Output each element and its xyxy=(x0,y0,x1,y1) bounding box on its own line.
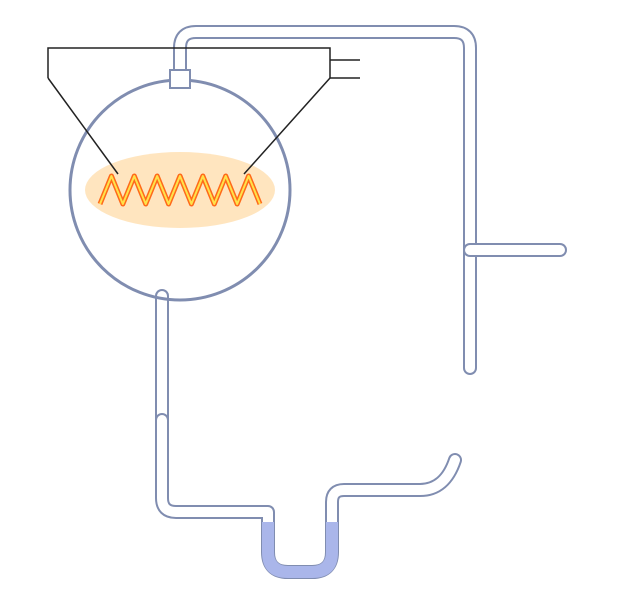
electrode-wire-left xyxy=(48,78,118,174)
u-trap-liquid xyxy=(262,522,338,578)
spark-glow xyxy=(85,152,275,228)
